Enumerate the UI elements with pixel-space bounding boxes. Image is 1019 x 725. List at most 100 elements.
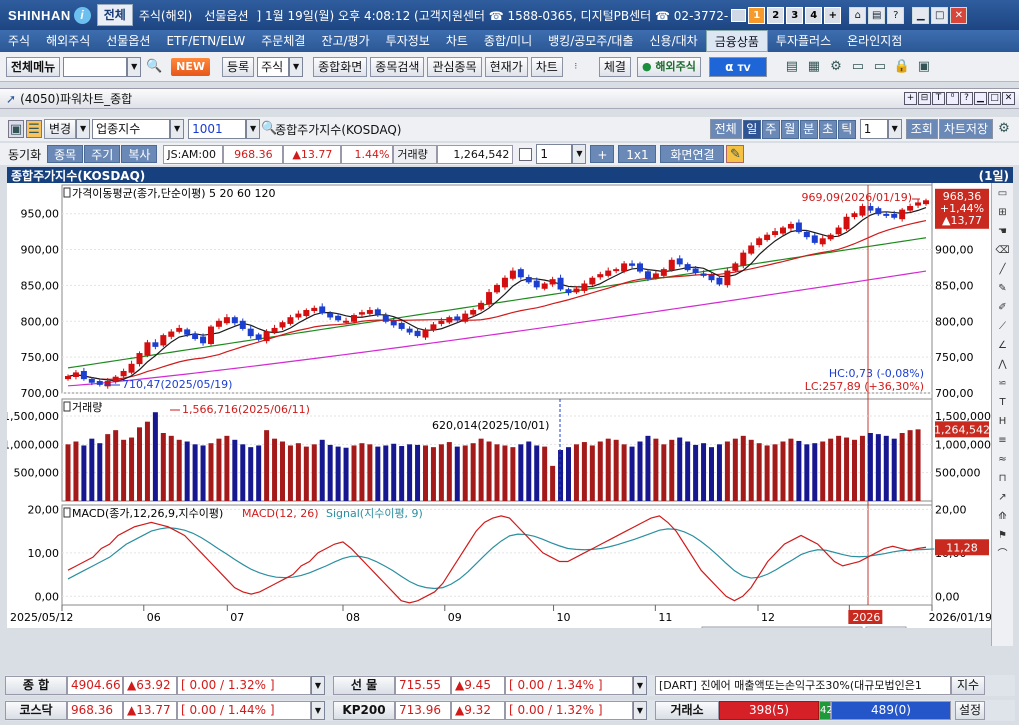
period-tick[interactable]: 틱 (837, 119, 856, 139)
period-all[interactable]: 전체 (709, 119, 742, 139)
chevron-down-icon[interactable]: ▼ (289, 56, 304, 77)
zigzag-tool-icon[interactable]: ⋀ (998, 359, 1007, 370)
shape-tool-icon[interactable]: ⊓ (998, 473, 1007, 484)
fill-button[interactable]: 체결 (598, 56, 631, 77)
overseas-stock-button[interactable]: ● 해외주식 (636, 56, 701, 77)
menu-item-9[interactable]: 뱅킹/공모주/대출 (548, 34, 634, 48)
chevron-down-icon[interactable]: ▼ (311, 676, 325, 695)
pen-icon[interactable]: ✎ (726, 145, 745, 163)
copy-button[interactable]: 복사 (121, 145, 158, 163)
hand-tool-icon[interactable]: ☚ (998, 226, 1007, 237)
menu-item-4[interactable]: 주문체결 (261, 34, 306, 48)
more-icon[interactable]: ⁝ (574, 61, 578, 72)
period-count-input[interactable]: 1 (859, 119, 888, 139)
menu-item-0[interactable]: 주식 (8, 34, 31, 48)
line-tool-icon[interactable]: ⟋ (999, 321, 1006, 332)
menu-item-8[interactable]: 종합/미니 (483, 34, 533, 48)
settings-icon[interactable]: ⚙ (998, 121, 1010, 136)
help-icon[interactable]: ? (960, 92, 973, 105)
link-screen-button[interactable]: 화면연결 (660, 145, 725, 163)
menu-item-12[interactable]: 투자플러스 (775, 34, 832, 48)
chevron-down-icon[interactable]: ▼ (887, 119, 902, 139)
screen-4-button[interactable]: 4 (805, 6, 823, 24)
arrow-tool-icon[interactable]: ↗ (998, 492, 1007, 503)
chevron-down-icon[interactable]: ▼ (633, 701, 647, 720)
fibo-tool-icon[interactable]: H (998, 416, 1007, 427)
gear-icon[interactable]: ⚙ (830, 58, 842, 74)
ratio-button[interactable]: 1x1 (618, 145, 657, 163)
option-checkbox[interactable] (519, 147, 533, 161)
menu-item-6[interactable]: 투자정보 (385, 34, 430, 48)
maximize-button[interactable]: □ (931, 6, 949, 24)
menu-item-3[interactable]: ETF/ETN/ELW (166, 34, 246, 48)
channel-tool-icon[interactable]: ⋍ (998, 378, 1007, 389)
tab-futures-options[interactable]: 선물옵션 (204, 8, 249, 23)
period-week[interactable]: 주 (761, 119, 780, 139)
menu-item-1[interactable]: 해외주식 (46, 34, 91, 48)
current-price-button[interactable]: 현재가 (484, 56, 528, 77)
query-button[interactable]: 조회 (905, 119, 938, 139)
sync-period-button[interactable]: 주기 (84, 145, 121, 163)
menu-item-5[interactable]: 잔고/평가 (321, 34, 370, 48)
text-tool-icon[interactable]: T (999, 397, 1006, 408)
settings-button[interactable]: 설정 (955, 701, 985, 720)
code-input[interactable]: 1001 (188, 119, 247, 139)
news-ticker[interactable]: [DART] 진에어 매출액또는손익구조30%(대규모법인은1 (655, 676, 951, 695)
screen-1-button[interactable]: 1 (748, 6, 766, 24)
chart-button[interactable]: 차트 (530, 56, 563, 77)
print-icon[interactable]: ▤ (868, 6, 886, 24)
period-second[interactable]: 초 (818, 119, 837, 139)
change-button[interactable]: 변경 (44, 119, 77, 139)
menu-item-10[interactable]: 신용/대차 (649, 34, 698, 48)
add-icon[interactable]: + (904, 92, 917, 105)
chevron-down-icon[interactable]: ▼ (170, 119, 185, 139)
minimize-button[interactable]: ▁ (912, 6, 930, 24)
pencil-tool-icon[interactable]: ✎ (998, 283, 1007, 294)
tab-all[interactable]: 전체 (96, 4, 133, 26)
menu-item-7[interactable]: 차트 (445, 34, 468, 48)
new-badge[interactable]: NEW (171, 57, 211, 76)
search-icon[interactable]: 🔍 (261, 121, 278, 136)
chevron-down-icon[interactable]: ▼ (127, 56, 142, 77)
summary-screen-button[interactable]: 종합화면 (313, 56, 368, 77)
market-select[interactable]: 업종지수 (92, 119, 171, 139)
search-icon[interactable]: 🔍 (146, 58, 163, 74)
period-day[interactable]: 일 (742, 119, 761, 139)
watchlist-button[interactable]: 관심종목 (427, 56, 482, 77)
lock-icon[interactable]: 🔒 (893, 58, 910, 74)
window-icon[interactable]: ▭ (851, 58, 865, 74)
minimize-window-button[interactable]: ▁ (974, 92, 987, 105)
chevron-down-icon[interactable]: ▼ (633, 676, 647, 695)
select-tool-icon[interactable]: ▭ (997, 188, 1008, 199)
trendline-tool-icon[interactable]: ╱ (999, 264, 1006, 275)
register-button[interactable]: 등록 (222, 56, 255, 77)
sync-stock-button[interactable]: 종목 (47, 145, 84, 163)
arc-tool-icon[interactable]: ⌒ (997, 549, 1008, 560)
menu-item-13[interactable]: 온라인지점 (847, 34, 903, 48)
all-menu-button[interactable]: 전체메뉴 (6, 56, 61, 77)
tab-overseas-stock[interactable]: 주식(해외) (138, 8, 193, 23)
screen-3-button[interactable]: 3 (786, 6, 804, 24)
chart-area[interactable]: 950,00950,00900,00900,00850,00850,00800,… (3, 183, 1019, 642)
chart-svg[interactable]: 950,00950,00900,00900,00850,00850,00800,… (3, 183, 1019, 642)
tv-button[interactable]: α TV (708, 56, 767, 77)
menu-search-input[interactable] (63, 56, 128, 77)
menu-item-11[interactable]: 금융상품 (705, 30, 768, 52)
erase-tool-icon[interactable]: ⌫ (995, 245, 1010, 256)
period-month[interactable]: 월 (780, 119, 799, 139)
printer-icon[interactable]: ▤ (785, 58, 799, 74)
cycle-tool-icon[interactable]: ≈ (998, 454, 1007, 465)
add-button[interactable]: + (590, 145, 615, 163)
monitor-icon[interactable] (731, 8, 747, 22)
stock-select[interactable]: 주식 (257, 56, 290, 77)
calculator-icon[interactable]: ▦ (807, 58, 821, 74)
close-button[interactable]: ✕ (950, 6, 968, 24)
panel-toggle-icon[interactable]: ▣ (8, 120, 24, 138)
marker-tool-icon[interactable]: ✐ (998, 302, 1007, 313)
chevron-down-icon[interactable]: ▼ (572, 144, 587, 164)
help-icon[interactable]: ? (887, 6, 905, 24)
menu-item-2[interactable]: 선물옵션 (106, 34, 151, 48)
add-screen-button[interactable]: + (824, 6, 842, 24)
chevron-down-icon[interactable]: ▼ (76, 119, 91, 139)
fan-tool-icon[interactable]: ⟰ (998, 511, 1007, 522)
